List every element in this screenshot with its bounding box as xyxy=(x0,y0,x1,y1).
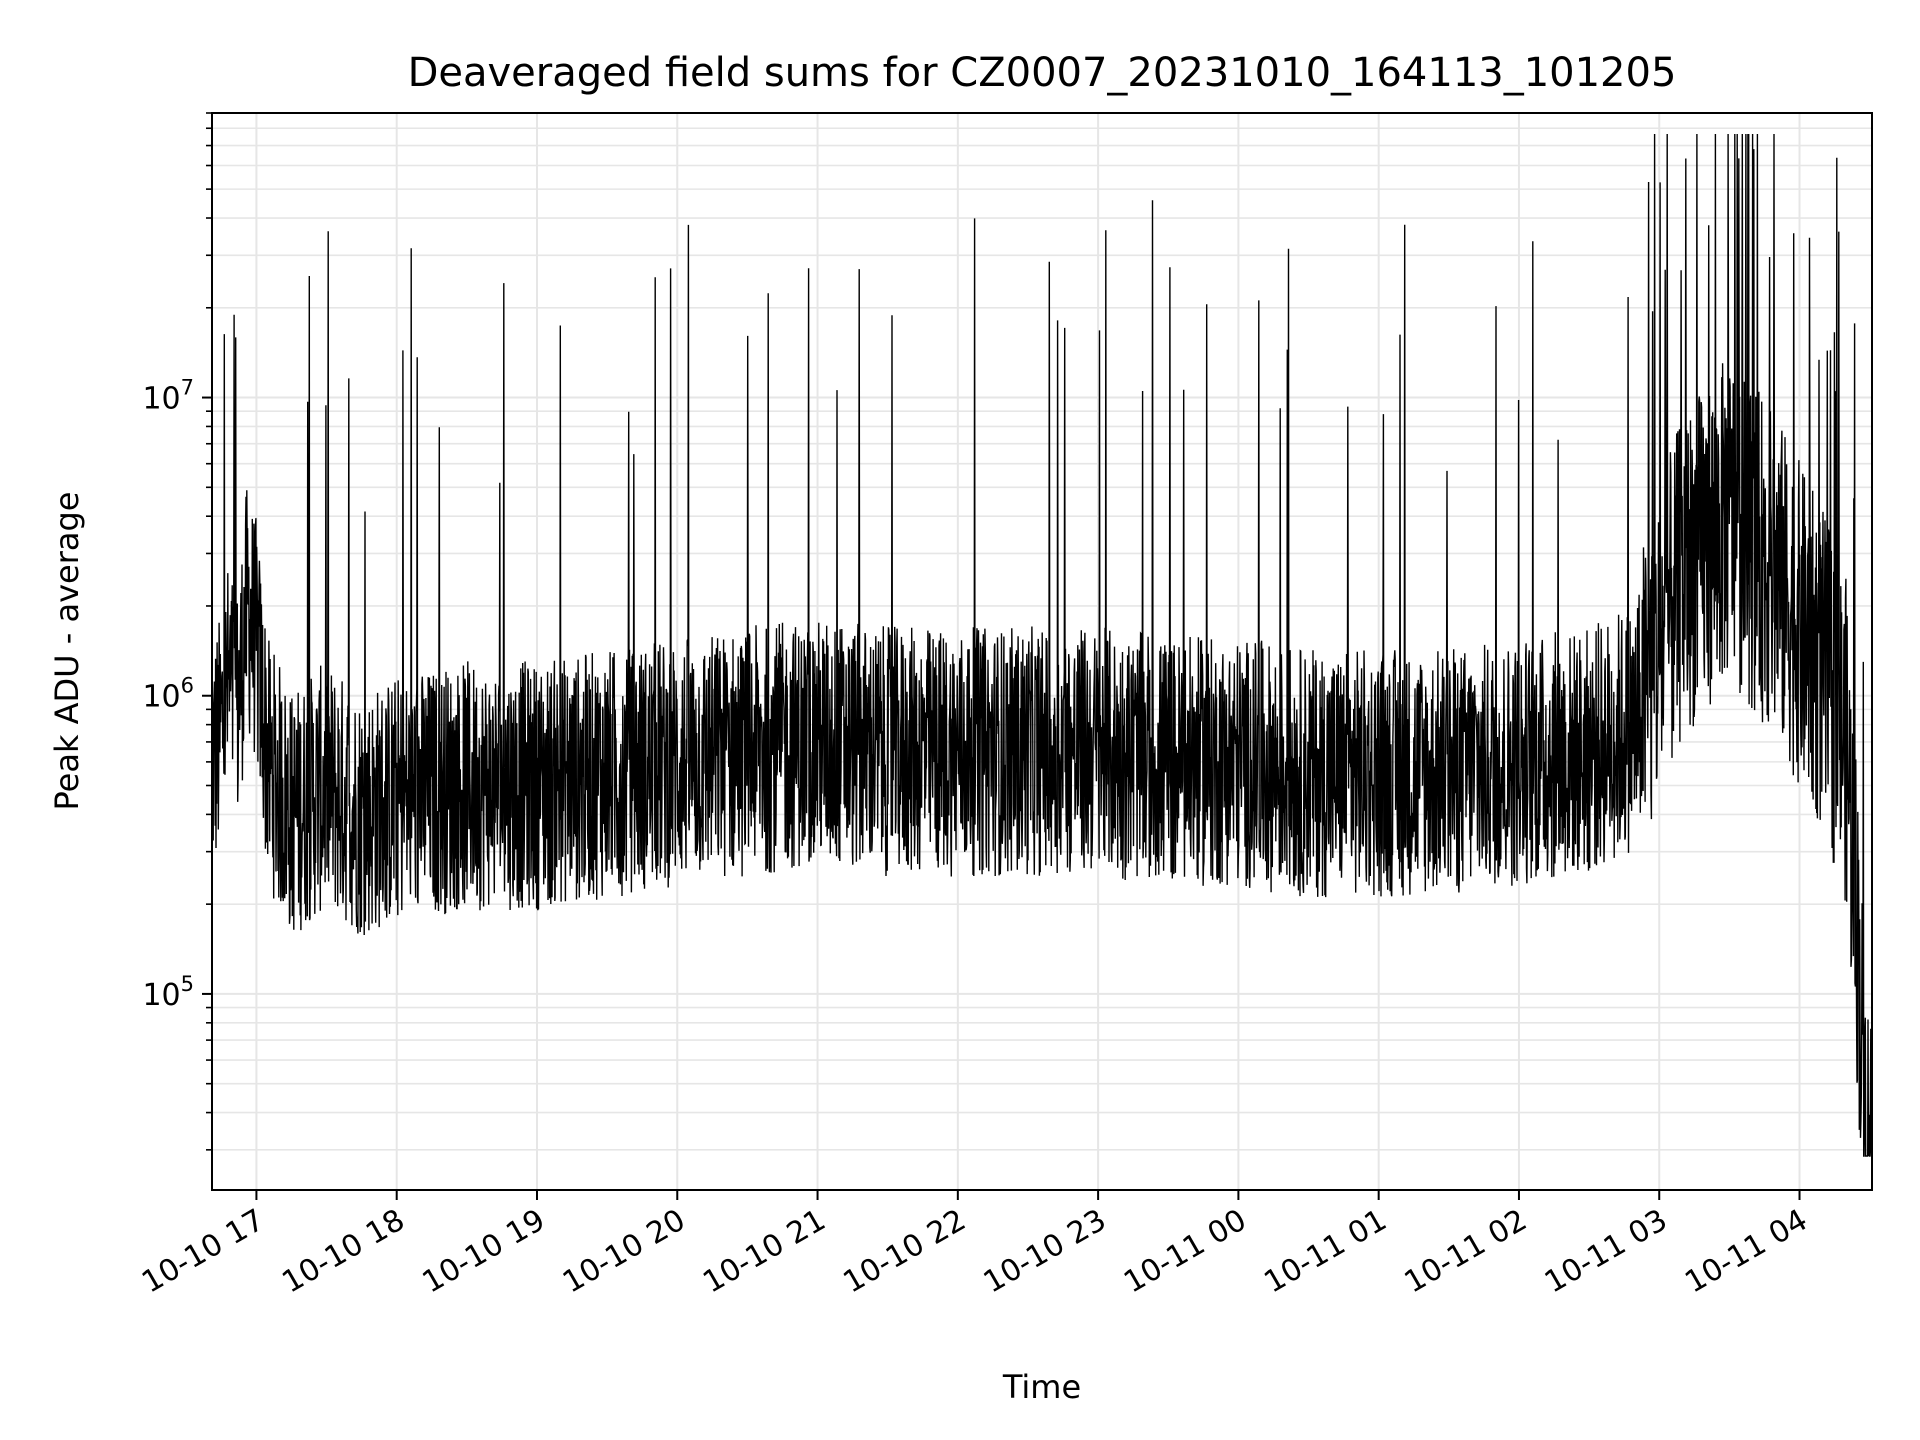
y-tick-label: 106 xyxy=(142,674,194,715)
y-axis: 105 106 107 xyxy=(142,112,212,1151)
plot-frame xyxy=(211,112,1873,1191)
chart-title: Deaveraged field sums for CZ0007_2023101… xyxy=(408,50,1677,96)
y-axis-title: Peak ADU - average xyxy=(48,492,86,811)
x-axis-title: Time xyxy=(1002,1368,1081,1406)
y-tick-label: 107 xyxy=(142,376,194,417)
y-tick-label: 105 xyxy=(142,972,194,1013)
series-line xyxy=(211,133,1873,1157)
series-line-layer xyxy=(211,133,1873,1157)
